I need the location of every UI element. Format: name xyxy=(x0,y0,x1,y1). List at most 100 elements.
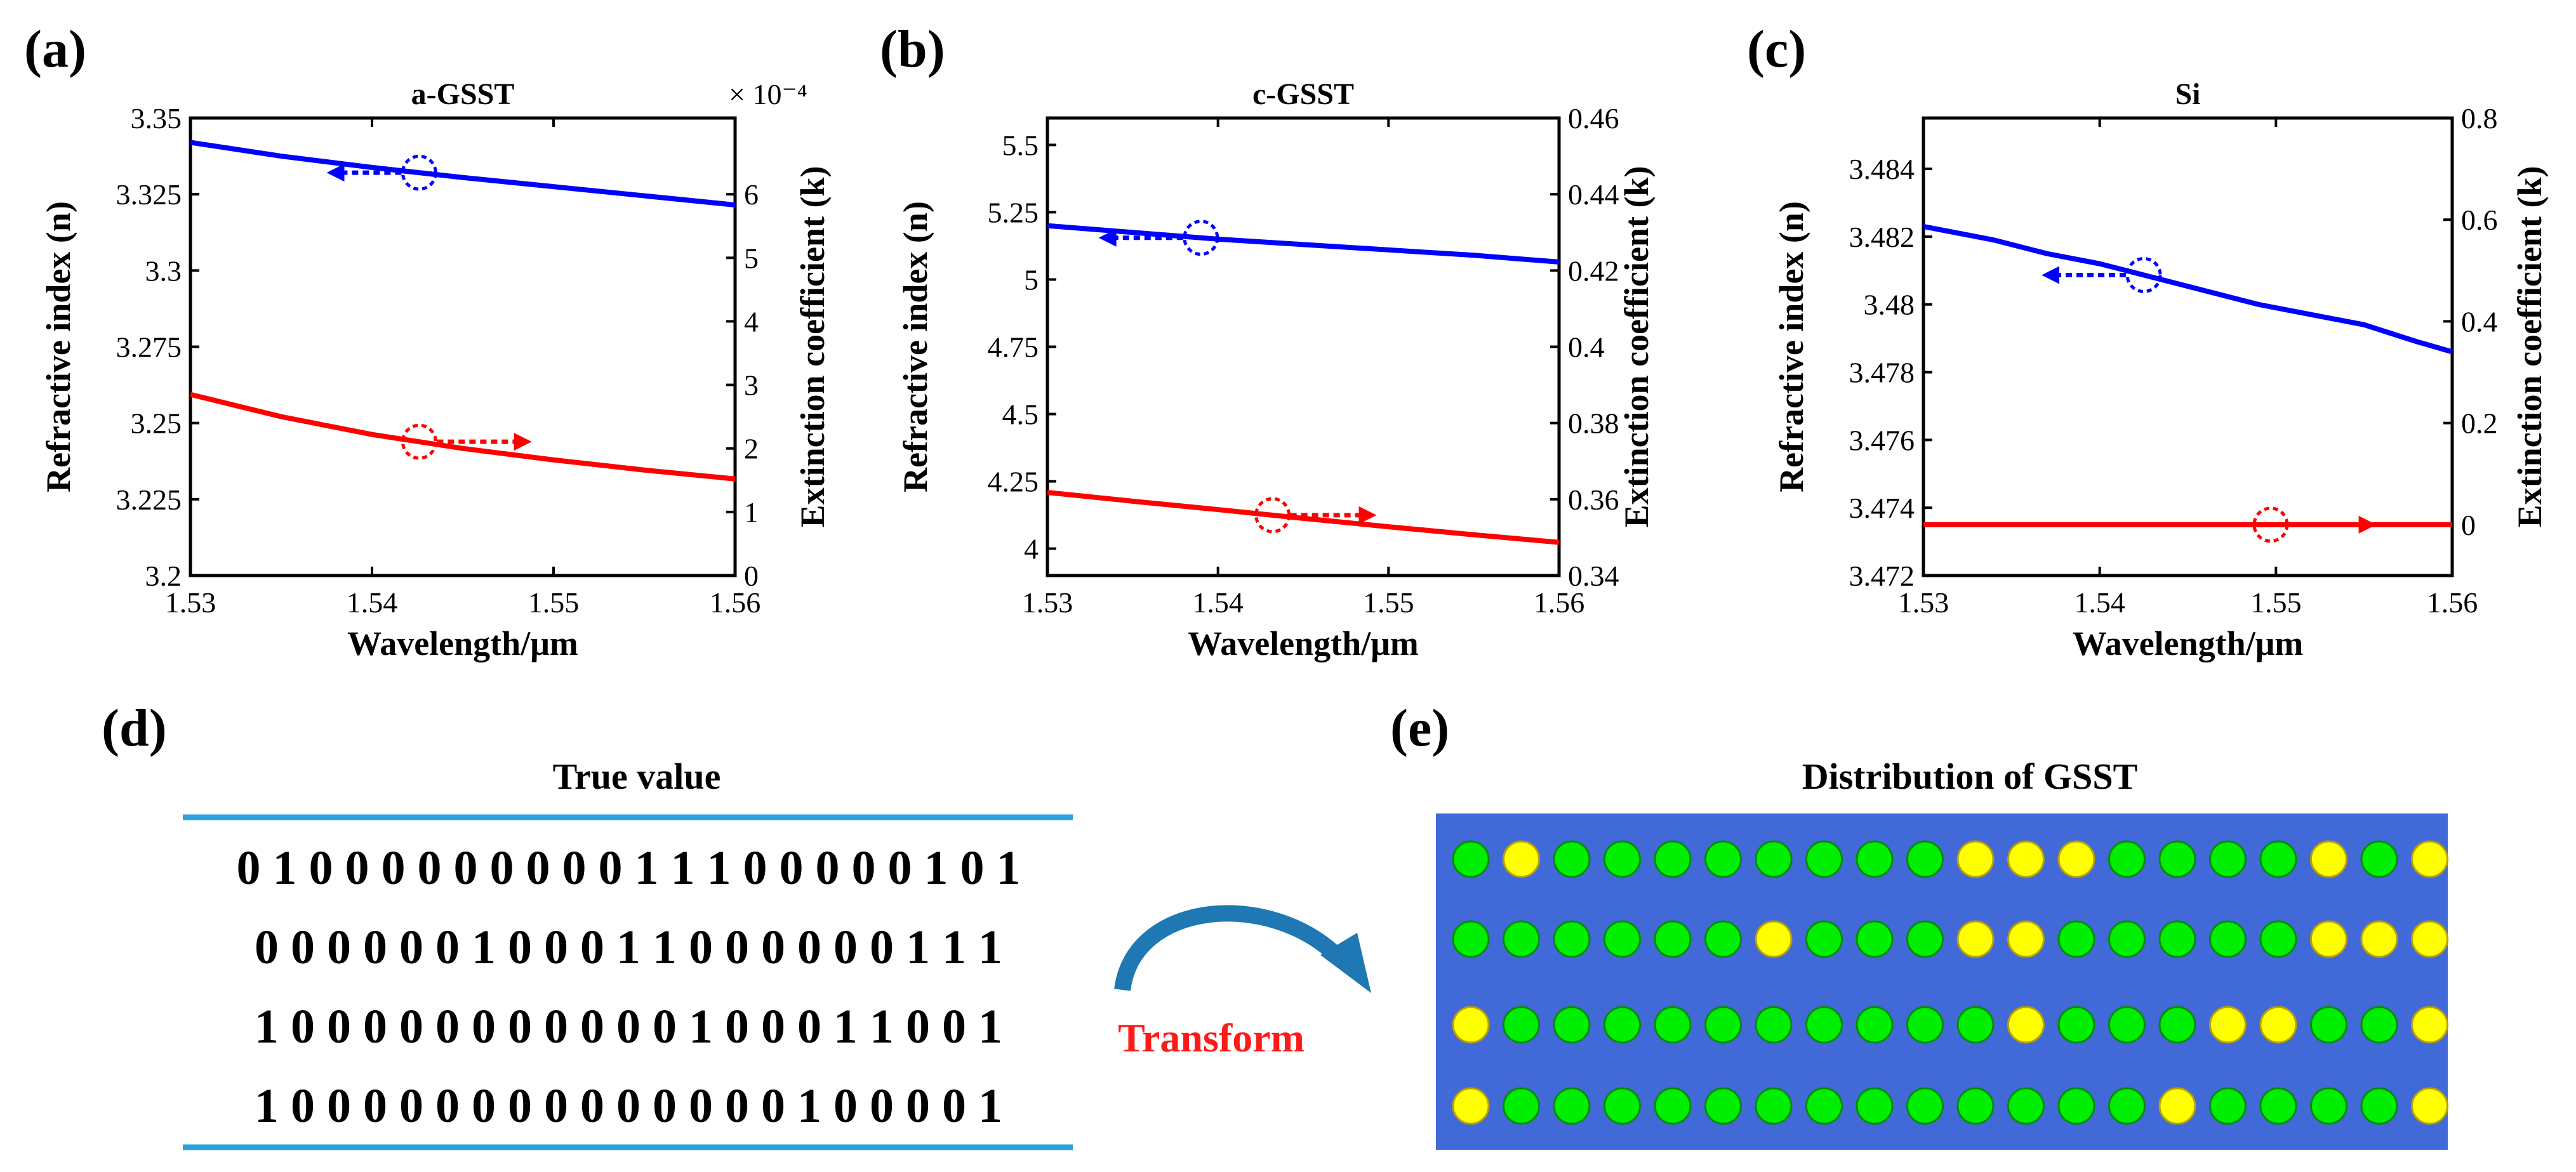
bits-row-4: 1 0 0 0 0 0 0 0 0 0 0 0 0 0 0 1 0 0 0 0 … xyxy=(255,1079,1002,1133)
y-left-tick-label: 5.5 xyxy=(1002,129,1039,161)
plot-frame xyxy=(1046,116,1561,577)
gsst-cell-amorphous xyxy=(1856,920,1894,958)
gsst-cell-amorphous xyxy=(1704,840,1742,878)
gsst-cell-crystalline xyxy=(2057,840,2095,878)
gsst-cell-amorphous xyxy=(1553,1006,1591,1044)
gsst-cell-amorphous xyxy=(2360,1087,2398,1125)
y-left-tick-label: 4 xyxy=(1024,533,1039,565)
y-left-tick-label: 4.25 xyxy=(988,466,1039,498)
x-tick-label: 1.54 xyxy=(347,586,398,619)
y-left-tick-label: 3.225 xyxy=(116,484,182,516)
panel-label-e: (e) xyxy=(1390,699,1449,758)
y-right-tick-label: 2 xyxy=(744,433,759,465)
arrow-head-icon xyxy=(2042,266,2060,284)
gsst-cell-crystalline xyxy=(1956,920,1995,958)
x-tick-label: 1.56 xyxy=(2427,586,2478,619)
y-left-tick-label: 4.75 xyxy=(988,331,1039,364)
gsst-cell-amorphous xyxy=(1603,1006,1641,1044)
gsst-cell-amorphous xyxy=(1553,1087,1591,1125)
gsst-cell-amorphous xyxy=(1603,1087,1641,1125)
x-axis-label: Wavelength/μm xyxy=(347,624,578,662)
gsst-cell-crystalline xyxy=(2007,840,2045,878)
gsst-cell-amorphous xyxy=(2209,920,2247,958)
panel-label-d: (d) xyxy=(102,699,167,758)
distribution-panel: Distribution of GSST xyxy=(1436,756,2448,1150)
arrow-head-icon xyxy=(1098,228,1117,247)
gsst-cell-amorphous xyxy=(2310,1006,2347,1044)
gsst-cell-amorphous xyxy=(2057,1087,2095,1125)
plot-frame xyxy=(1922,116,2454,577)
arrow-head-icon xyxy=(2358,515,2377,534)
gsst-cell-crystalline xyxy=(2411,1087,2448,1125)
bits-row-3: 1 0 0 0 0 0 0 0 0 0 0 0 1 0 0 0 1 1 0 0 … xyxy=(255,1000,1002,1053)
gsst-cell-amorphous xyxy=(1906,1087,1944,1125)
gsst-cell-amorphous xyxy=(2108,920,2146,958)
series-k-line xyxy=(190,392,736,482)
y-right-tick-label: 0.6 xyxy=(2461,204,2498,236)
y-right-tick-label: 0.2 xyxy=(2461,407,2498,440)
y-right-tick-label: 0.4 xyxy=(2461,305,2498,338)
gsst-cell-amorphous xyxy=(2259,920,2297,958)
series-k-marker-circle xyxy=(2252,506,2289,543)
y-right-axis-label: Extinction coefficient (k) xyxy=(1617,166,1656,528)
x-axis-label: Wavelength/μm xyxy=(2073,624,2304,662)
gsst-cell-amorphous xyxy=(1755,1087,1793,1125)
arrow-head-icon xyxy=(326,164,345,182)
gsst-cell-amorphous xyxy=(1503,920,1540,958)
y-left-tick-label: 5 xyxy=(1024,263,1039,296)
gsst-cell-amorphous xyxy=(1856,1006,1894,1044)
y-right-tick-label: 0.38 xyxy=(1568,407,1619,440)
gsst-cell-amorphous xyxy=(2108,840,2146,878)
gsst-cell-crystalline xyxy=(2360,920,2398,958)
gsst-cell-crystalline xyxy=(2209,1006,2247,1044)
gsst-cell-amorphous xyxy=(2158,920,2196,958)
arrow-head-icon xyxy=(1358,506,1377,524)
y-right-tick-label: 1 xyxy=(744,496,759,529)
gsst-cell-amorphous xyxy=(2158,840,2196,878)
gsst-cell-amorphous xyxy=(2259,840,2297,878)
right-axis-exponent: × 10⁻⁴ xyxy=(729,78,807,110)
gsst-cell-amorphous xyxy=(2057,1006,2095,1044)
y-right-tick-label: 0 xyxy=(2461,509,2476,541)
gsst-cell-crystalline xyxy=(2310,920,2347,958)
gsst-cell-crystalline xyxy=(2007,920,2045,958)
gsst-cell-crystalline xyxy=(2007,1006,2045,1044)
series-n-marker-circle xyxy=(1183,220,1219,256)
gsst-cell-amorphous xyxy=(1452,840,1490,878)
series-n-line xyxy=(1047,223,1560,265)
y-left-tick-label: 3.484 xyxy=(1849,153,1915,185)
gsst-cell-amorphous xyxy=(1553,920,1591,958)
bits-row-2: 0 0 0 0 0 0 1 0 0 0 1 1 0 0 0 0 0 0 1 1 … xyxy=(255,921,1002,974)
y-left-axis-label: Refractive index (n) xyxy=(1772,201,1810,492)
gsst-cell-amorphous xyxy=(2209,840,2247,878)
x-tick-label: 1.56 xyxy=(1534,586,1585,619)
plot-frame xyxy=(189,116,737,577)
x-tick-label: 1.55 xyxy=(528,586,580,619)
y-right-axis-label: Extinction coefficient (k) xyxy=(793,166,832,528)
x-tick-label: 1.55 xyxy=(2250,586,2302,619)
curved-arrow-icon xyxy=(1114,905,1346,992)
panel-label-b: (b) xyxy=(880,20,945,79)
gsst-cell-crystalline xyxy=(2411,1006,2448,1044)
gsst-cell-crystalline xyxy=(2158,1087,2196,1125)
y-left-tick-label: 5.25 xyxy=(988,196,1039,228)
gsst-cell-amorphous xyxy=(1856,840,1894,878)
panel-label-a: (a) xyxy=(24,20,86,79)
y-right-tick-label: 0 xyxy=(744,560,759,592)
gsst-cell-amorphous xyxy=(1906,1006,1944,1044)
panel-label-c: (c) xyxy=(1747,20,1806,79)
gsst-cell-amorphous xyxy=(2108,1006,2146,1044)
chart-a-gsst: 1.53 1.54 1.55 1.56 3.2 3.225 3.25 3.275 3.3 3.32… xyxy=(39,77,832,662)
chart-c-gsst: 1.53 1.54 1.55 1.56 4 4.25 4.5 4.75 5 5.25 5.5 0.34… xyxy=(896,77,1656,662)
gsst-cell-amorphous xyxy=(1603,920,1641,958)
y-right-tick-label: 3 xyxy=(744,369,759,402)
gsst-cell-amorphous xyxy=(1805,1006,1843,1044)
gsst-cell-amorphous xyxy=(1805,1087,1843,1125)
y-left-tick-label: 3.35 xyxy=(131,102,182,135)
gsst-cell-amorphous xyxy=(1603,840,1641,878)
gsst-cell-amorphous xyxy=(1654,920,1692,958)
y-right-axis-label: Extinction coefficient (k) xyxy=(2511,166,2549,528)
y-left-tick-label: 3.476 xyxy=(1849,424,1915,456)
gsst-cell-crystalline xyxy=(2259,1006,2297,1044)
